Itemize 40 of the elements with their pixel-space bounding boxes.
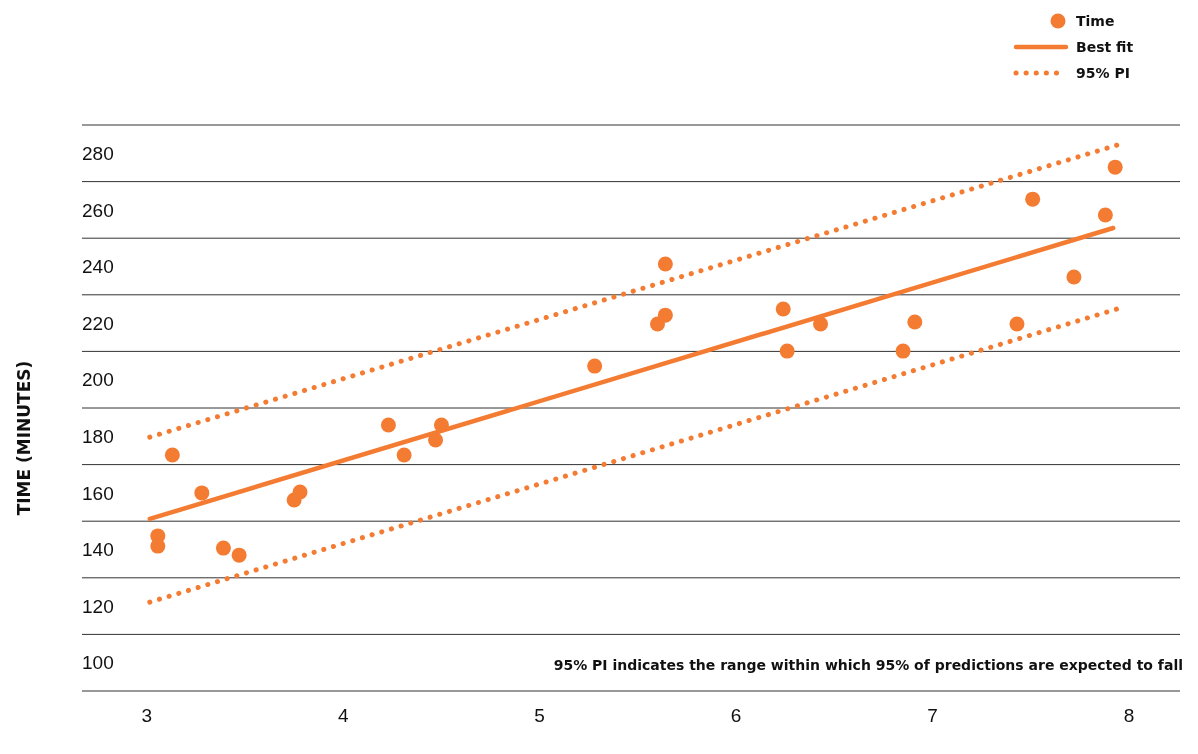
y-tick-label: 260 <box>82 199 114 221</box>
x-tick-label: 5 <box>534 705 545 726</box>
point <box>164 447 180 463</box>
x-tick-label: 3 <box>141 705 153 726</box>
y-tick-label: 280 <box>82 142 114 164</box>
point <box>231 547 247 563</box>
y-tick-label: 220 <box>82 312 114 334</box>
annotation: 95% PI indicates the range within which 95% of predictions are expected to fall <box>553 657 1183 673</box>
point <box>380 417 396 433</box>
point <box>396 447 412 463</box>
point <box>657 256 673 272</box>
y-axis-title: TIME (MINUTES) <box>14 360 34 516</box>
point <box>1107 159 1123 175</box>
y-tick-label: 100 <box>82 652 114 674</box>
point <box>775 301 791 317</box>
legend-label: Time <box>1076 13 1115 29</box>
y-tick-label: 240 <box>82 256 114 278</box>
point <box>292 484 308 500</box>
point <box>1066 269 1082 285</box>
point <box>657 307 673 323</box>
x-tick-label: 8 <box>1123 705 1135 726</box>
y-tick-label: 200 <box>82 369 114 391</box>
point <box>1097 207 1113 223</box>
point <box>895 343 911 359</box>
point <box>1009 316 1025 332</box>
y-tick-label: 180 <box>82 425 114 447</box>
point <box>194 485 210 501</box>
y-tick-label: 140 <box>82 539 114 561</box>
legend-label: Best fit <box>1076 39 1134 55</box>
point <box>215 540 231 556</box>
y-tick-label: 160 <box>82 482 114 504</box>
point <box>907 314 923 330</box>
x-tick-label: 7 <box>927 705 938 726</box>
point <box>587 358 603 374</box>
point <box>779 343 795 359</box>
x-tick-label: 4 <box>337 705 349 726</box>
x-tick-label: 6 <box>730 705 742 726</box>
y-tick-label: 120 <box>82 595 114 617</box>
legend-label: 95% PI <box>1076 65 1130 81</box>
point <box>1025 191 1041 207</box>
